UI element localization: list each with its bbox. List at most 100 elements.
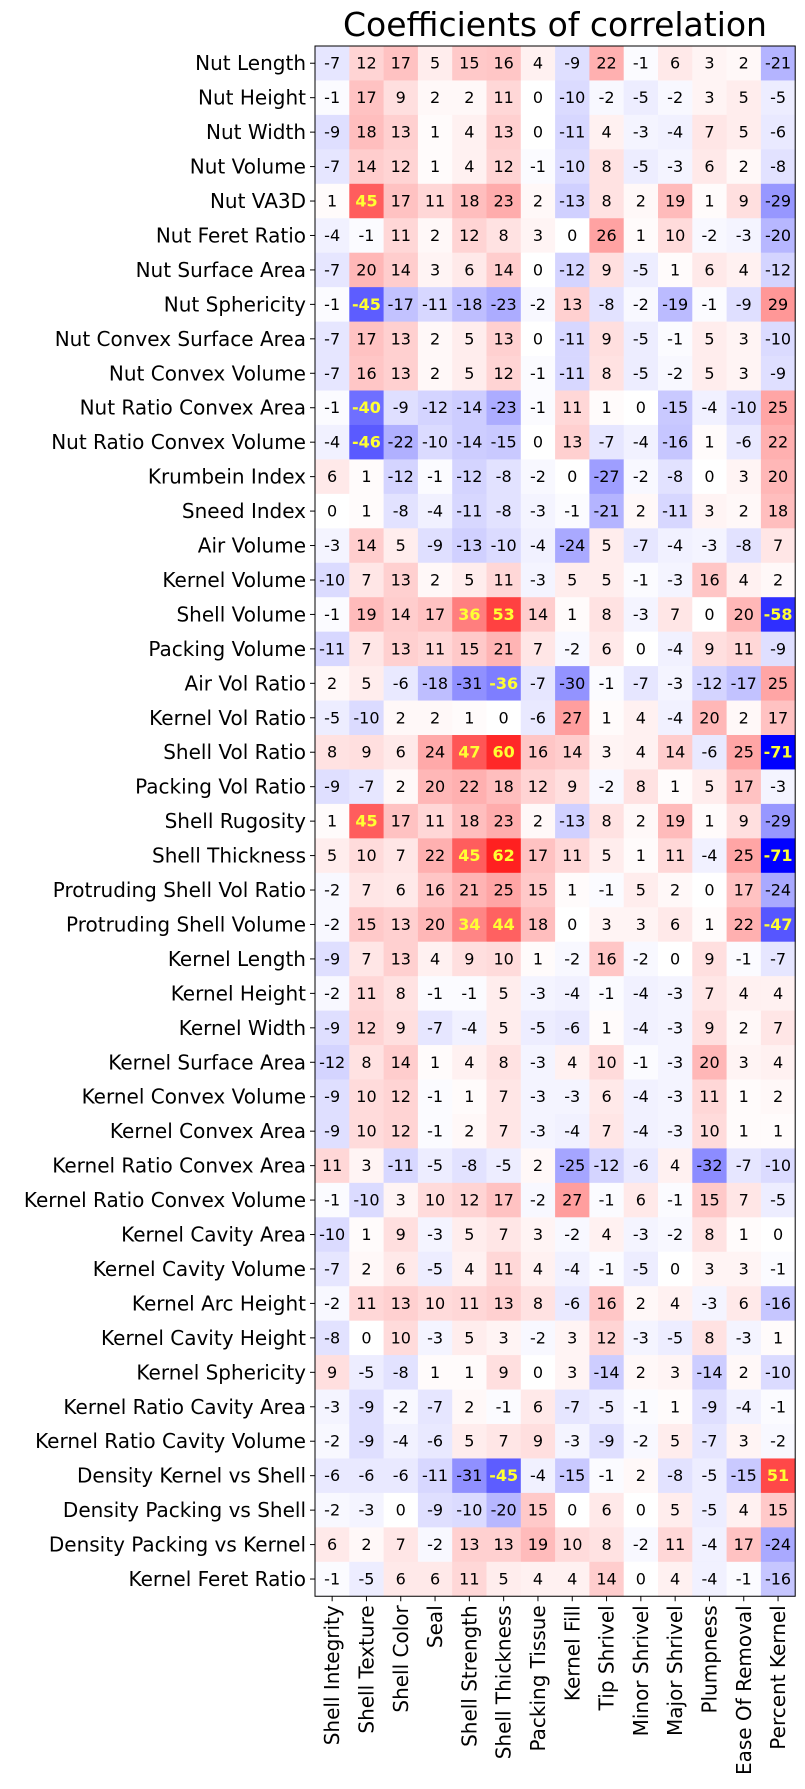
cell-value-label: 23 (493, 812, 513, 831)
cell-value-label: -1 (530, 364, 546, 383)
cell-value-label: 2 (636, 502, 646, 521)
heatmap-cell (589, 838, 625, 874)
cell-value-label: -9 (427, 1501, 443, 1520)
heatmap-cell (726, 907, 762, 943)
heatmap-cell (726, 149, 762, 185)
cell-value-label: 7 (670, 605, 680, 624)
heatmap-cell (349, 1045, 384, 1080)
heatmap-cell (589, 493, 625, 529)
cell-value-label: -1 (736, 949, 752, 968)
heatmap-cell (486, 735, 522, 770)
heatmap-cell (760, 735, 796, 770)
heatmap-cell (349, 1286, 384, 1322)
cell-value-label: 5 (396, 536, 406, 555)
heatmap-cell (486, 459, 522, 495)
cell-value-label: 12 (391, 157, 411, 176)
heatmap-cell (658, 1561, 693, 1597)
cell-value-label: 7 (361, 639, 371, 658)
heatmap-cell (349, 1079, 384, 1115)
cell-value-label: 11 (665, 846, 685, 865)
heatmap-cell (452, 941, 487, 977)
heatmap-cell (383, 183, 419, 219)
cell-value-label: -2 (530, 295, 546, 314)
heatmap-cell (315, 1182, 350, 1218)
heatmap-cell (417, 735, 453, 770)
heatmap-cell (486, 218, 522, 254)
cell-value-label: 3 (430, 260, 440, 279)
heatmap-cell (555, 700, 590, 736)
cell-value-label: 5 (464, 570, 474, 589)
heatmap-cell (589, 1148, 625, 1184)
cell-value-label: 17 (734, 1535, 754, 1554)
cell-value-label: 5 (601, 570, 611, 589)
heatmap-cell (623, 700, 659, 736)
cell-value-label: 9 (533, 1432, 543, 1451)
cell-value-label: 4 (670, 1570, 680, 1589)
chart-title: Coefficients of correlation (343, 5, 767, 44)
heatmap-cell (623, 80, 659, 116)
row-label: Air Vol Ratio (185, 671, 306, 695)
heatmap-cell (520, 1389, 556, 1425)
heatmap-cell (349, 424, 384, 460)
cell-value-label: -4 (324, 226, 340, 245)
heatmap-cell (486, 1355, 522, 1390)
cell-value-label: 2 (430, 708, 440, 727)
heatmap-cell (486, 149, 522, 185)
cell-value-label: 21 (493, 639, 513, 658)
heatmap-cell (658, 1010, 693, 1046)
heatmap-cell (555, 390, 590, 426)
cell-value-label: -1 (324, 398, 340, 417)
cell-value-label: -2 (324, 915, 340, 934)
column-label: Plumpness (697, 1605, 721, 1713)
cell-value-label: -24 (765, 881, 791, 900)
cell-value-label: 10 (493, 949, 513, 968)
cell-value-label: -5 (633, 157, 649, 176)
cell-value-label: 0 (533, 1363, 543, 1382)
heatmap-cell (520, 838, 556, 874)
cell-value-label: 17 (734, 777, 754, 796)
heatmap-cell (315, 666, 350, 701)
cell-value-label: -9 (770, 364, 786, 383)
heatmap-cell (349, 907, 384, 943)
cell-value-label: -1 (701, 295, 717, 314)
heatmap-cell (349, 459, 384, 495)
cell-value-label: 7 (396, 846, 406, 865)
heatmap-cell (658, 562, 693, 598)
heatmap-cell (760, 1217, 796, 1253)
heatmap-cell (383, 907, 419, 943)
heatmap-cell (486, 424, 522, 460)
heatmap-cell (486, 390, 522, 426)
row-label: Shell Thickness (152, 844, 306, 868)
heatmap-cell (760, 1045, 796, 1080)
heatmap-cell (658, 631, 693, 667)
heatmap-cell (452, 1045, 487, 1080)
cell-value-label: 17 (768, 708, 788, 727)
heatmap-cell (692, 114, 727, 150)
cell-value-label: 9 (601, 329, 611, 348)
cell-value-label: 2 (327, 674, 337, 693)
cell-value-label: -12 (388, 467, 414, 486)
heatmap-cell (315, 735, 350, 770)
cell-value-label: -3 (736, 226, 752, 245)
row-label: Kernel Cavity Height (101, 1326, 306, 1350)
cell-value-label: 14 (356, 157, 376, 176)
heatmap-cell (692, 1010, 727, 1046)
heatmap-cell (349, 1251, 384, 1287)
cell-value-label: 1 (464, 1087, 474, 1106)
heatmap-cell (692, 528, 727, 564)
cell-value-label: 0 (499, 708, 509, 727)
heatmap-cell (349, 218, 384, 254)
cell-value-label: 2 (430, 329, 440, 348)
cell-value-label: -2 (324, 1294, 340, 1313)
cell-value-label: 53 (493, 605, 515, 624)
cell-value-label: -21 (765, 54, 791, 73)
heatmap-cell (417, 941, 453, 977)
heatmap-cell (692, 183, 727, 219)
cell-value-label: -1 (324, 88, 340, 107)
cell-value-label: -4 (633, 433, 649, 452)
cell-value-label: 25 (734, 743, 754, 762)
cell-value-label: 17 (356, 329, 376, 348)
heatmap-cell (726, 976, 762, 1011)
cell-value-label: 6 (704, 157, 714, 176)
heatmap-cell (623, 459, 659, 495)
